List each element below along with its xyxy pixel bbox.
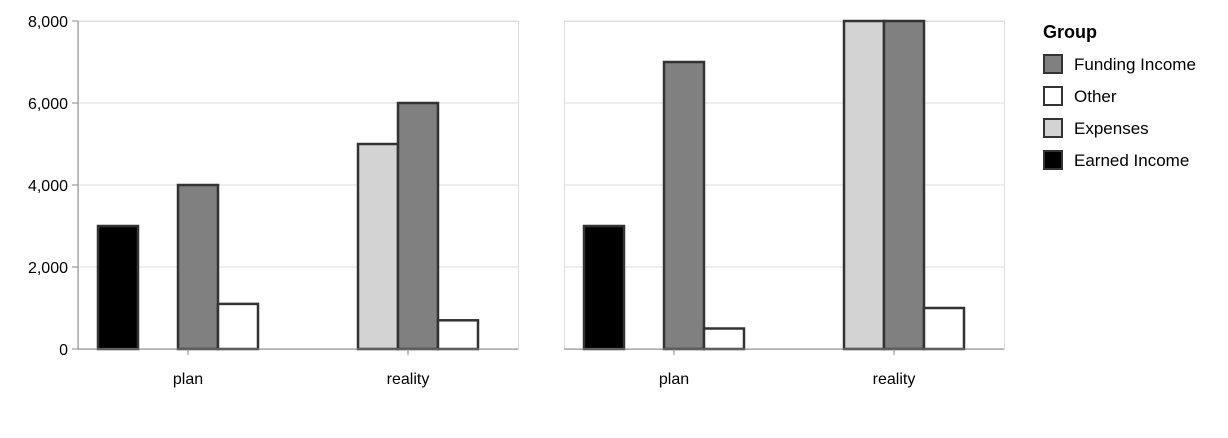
- legend-title: Group: [1043, 22, 1097, 42]
- legend-items: Funding Income Other Expenses Earned Income: [1043, 54, 1196, 170]
- legend: Group Funding Income Other Expenses Earned …: [1043, 22, 1196, 170]
- x-tick-label: plan: [173, 371, 203, 388]
- facets: 0 2,000 4,000 6,000 8,000 plan reality plan real…: [28, 14, 1005, 388]
- bar-funding-income-reality: [882, 19, 926, 351]
- legend-item: Funding Income: [1043, 54, 1196, 74]
- legend-item: Earned Income: [1043, 150, 1189, 170]
- y-tick-label: 6,000: [28, 96, 68, 113]
- bar-other-reality: [922, 306, 966, 351]
- legend-label: Expenses: [1074, 119, 1149, 138]
- facet-2: plan reality: [564, 19, 1005, 388]
- legend-swatch: [1043, 54, 1063, 74]
- y-tick-label: 2,000: [28, 260, 68, 277]
- bar-other-plan: [702, 327, 746, 351]
- bar-funding-income-plan: [176, 183, 220, 351]
- y-tick-label: 0: [59, 342, 68, 359]
- legend-label: Other: [1074, 87, 1117, 106]
- bar-expenses-reality: [842, 19, 886, 351]
- legend-item: Expenses: [1043, 118, 1149, 138]
- x-tick-label: plan: [659, 371, 689, 388]
- bar-earned-income-plan: [582, 224, 626, 351]
- legend-swatch: [1043, 86, 1063, 106]
- x-tick-label: reality: [873, 371, 916, 388]
- legend-swatch: [1043, 118, 1063, 138]
- legend-swatch: [1043, 150, 1063, 170]
- legend-item: Other: [1043, 86, 1117, 106]
- facet-1: 0 2,000 4,000 6,000 8,000 plan reality: [28, 14, 519, 388]
- bar-earned-income-plan: [96, 224, 140, 351]
- bar-expenses-reality: [356, 142, 400, 351]
- legend-label: Earned Income: [1074, 151, 1189, 170]
- y-tick-label: 4,000: [28, 178, 68, 195]
- x-tick-label: reality: [387, 371, 430, 388]
- bar-funding-income-reality: [396, 101, 440, 351]
- legend-label: Funding Income: [1074, 55, 1196, 74]
- bar-other-plan: [216, 302, 260, 351]
- bar-funding-income-plan: [662, 60, 706, 351]
- y-tick-label: 8,000: [28, 14, 68, 31]
- bar-other-reality: [436, 319, 480, 351]
